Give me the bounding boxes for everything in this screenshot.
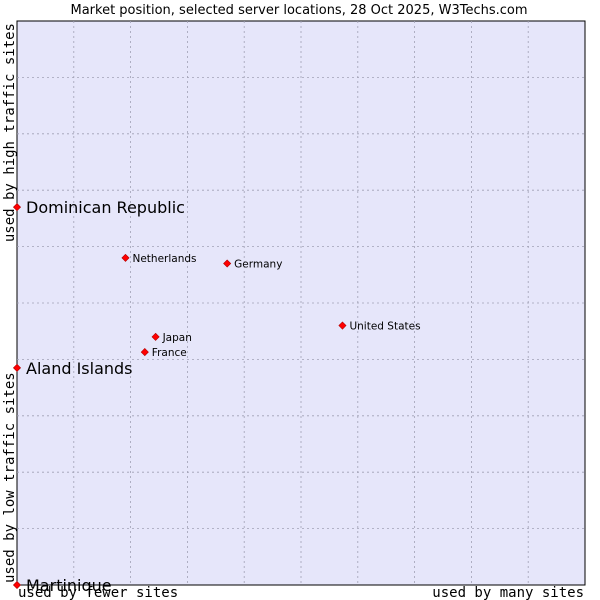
point-label-japan: Japan bbox=[162, 332, 192, 344]
y-axis-label-bottom: used by low traffic sites bbox=[2, 372, 18, 583]
point-marker-germany bbox=[223, 259, 232, 268]
point-marker-dominican-republic bbox=[12, 203, 22, 212]
data-point-aland-islands: Aland Islands bbox=[12, 359, 133, 378]
chart-title: Market position, selected server locatio… bbox=[70, 3, 527, 18]
point-marker-netherlands bbox=[121, 253, 130, 262]
point-label-aland-islands: Aland Islands bbox=[26, 359, 133, 378]
y-axis-label-top: used by high traffic sites bbox=[2, 23, 18, 242]
data-point-france: France bbox=[140, 347, 187, 359]
data-point-japan: Japan bbox=[151, 332, 192, 344]
point-label-dominican-republic: Dominican Republic bbox=[26, 198, 185, 217]
point-marker-united-states bbox=[338, 321, 347, 330]
point-label-martinique: Martinique bbox=[26, 576, 112, 595]
point-marker-martinique bbox=[12, 580, 22, 590]
point-label-netherlands: Netherlands bbox=[132, 253, 196, 265]
point-marker-japan bbox=[151, 332, 160, 341]
point-marker-aland-islands bbox=[12, 363, 22, 372]
data-points: Dominican Republic Aland Islands Martiniqu… bbox=[12, 198, 421, 595]
point-label-germany: Germany bbox=[234, 259, 282, 271]
data-point-germany: Germany bbox=[223, 259, 282, 271]
point-label-france: France bbox=[152, 347, 187, 359]
data-point-netherlands: Netherlands bbox=[121, 253, 197, 265]
x-axis-label-right: used by many sites bbox=[432, 585, 584, 600]
data-point-dominican-republic: Dominican Republic bbox=[12, 198, 185, 217]
point-label-united-states: United States bbox=[349, 321, 420, 333]
point-marker-france bbox=[140, 348, 149, 357]
x-axis-label-left: used by fewer sites bbox=[18, 585, 178, 600]
data-point-martinique: Martinique bbox=[12, 576, 112, 595]
data-point-united-states: United States bbox=[338, 321, 421, 333]
grid-lines bbox=[17, 21, 585, 585]
